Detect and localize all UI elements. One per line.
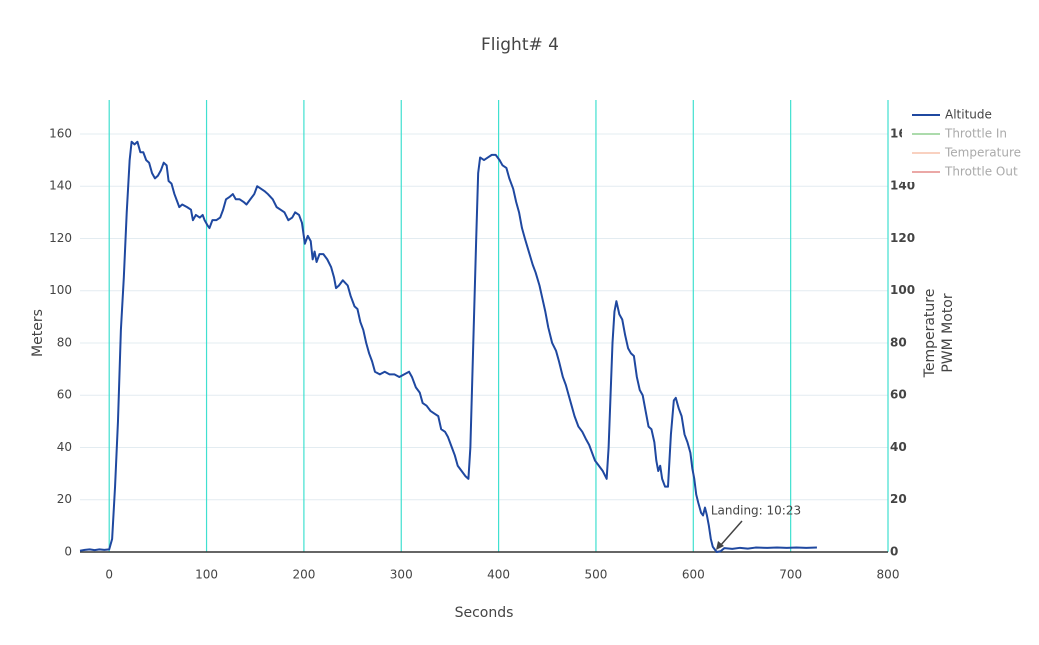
y-tick-label: 0: [64, 545, 72, 559]
x-tick-label: 400: [487, 568, 510, 582]
y-tick-label: 60: [57, 388, 72, 402]
legend-label[interactable]: Throttle Out: [944, 165, 1018, 179]
annotation-arrow: [719, 520, 743, 547]
x-tick-label: 700: [779, 568, 802, 582]
data-line: [79, 140, 817, 553]
legend-label[interactable]: Temperature: [944, 146, 1021, 160]
y-tick-label: 100: [49, 283, 72, 297]
y2-tick-label: 80: [890, 335, 907, 349]
x-tick-label: 300: [390, 568, 413, 582]
y2-tick-label: 60: [890, 388, 907, 402]
annotation: Landing: 10:23: [711, 504, 801, 518]
y2-tick-label: 40: [890, 440, 907, 454]
x-tick-label: 600: [682, 568, 705, 582]
y2-tick-label: 20: [890, 492, 907, 506]
y-tick-label: 140: [49, 179, 72, 193]
legend-box: [902, 104, 1032, 182]
y2-tick-label: 120: [890, 231, 915, 245]
x-axis-title: Seconds: [455, 605, 514, 621]
annotation-arrowhead: [716, 541, 724, 550]
chart-title: Flight# 4: [481, 35, 559, 55]
legend-label[interactable]: Altitude: [945, 108, 992, 122]
y2-tick-label: 100: [890, 283, 915, 297]
x-tick-label: 0: [105, 568, 113, 582]
y2-axis-title: PWM Motor: [940, 293, 956, 373]
y2-tick-label: 140: [890, 179, 915, 193]
y-tick-label: 40: [57, 440, 72, 454]
x-tick-label: 100: [195, 568, 218, 582]
y2-tick-label: 0: [890, 545, 898, 559]
y2-axis-title: Temperature: [922, 289, 938, 379]
x-tick-label: 200: [292, 568, 315, 582]
y-tick-label: 120: [49, 231, 72, 245]
x-tick-label: 800: [877, 568, 900, 582]
y-axis-title: Meters: [30, 309, 46, 357]
y-tick-label: 20: [57, 492, 72, 506]
x-tick-label: 500: [584, 568, 607, 582]
legend-label[interactable]: Throttle In: [944, 127, 1007, 141]
y-tick-label: 80: [57, 335, 72, 349]
y-tick-label: 160: [49, 126, 72, 140]
